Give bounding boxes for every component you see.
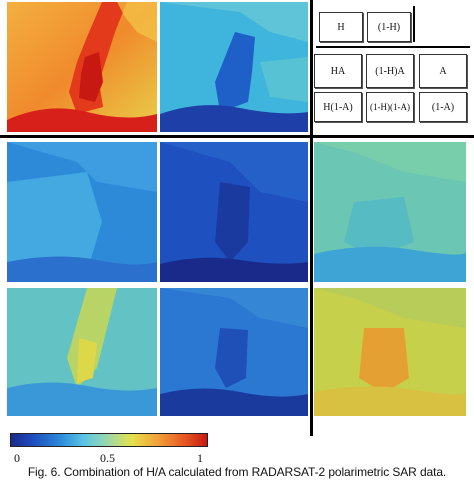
sar-image-ha — [7, 142, 157, 282]
legend-h-one-minus-a: H(1-A) — [314, 92, 362, 122]
sar-image-a — [314, 142, 466, 282]
sar-image-h-one-minus-a — [7, 288, 157, 416]
sar-image-one-minus-a — [314, 288, 466, 416]
sar-image-h — [7, 2, 157, 132]
colorbar-tick-max: 1 — [197, 451, 203, 465]
figure-caption: Fig. 6. Combination of H/A calculated fr… — [27, 465, 447, 479]
legend-h: H — [319, 12, 363, 42]
sar-image-one-minus-h-a — [160, 142, 308, 282]
legend-divider-horizontal — [316, 46, 470, 48]
legend-one-minus-h: (1-H) — [367, 12, 411, 42]
legend-a: A — [419, 54, 467, 88]
divider-horizontal — [0, 135, 474, 138]
divider-vertical — [310, 0, 313, 436]
legend-ha: HA — [314, 54, 362, 88]
legend-divider-vertical — [413, 6, 415, 42]
legend-one-minus-a: (1-A) — [419, 92, 467, 122]
colorbar-tick-min: 0 — [14, 451, 20, 465]
colorbar — [10, 433, 208, 447]
legend-one-minus-h-one-minus-a: (1-H)(1-A) — [366, 92, 414, 122]
sar-image-one-minus-h — [160, 2, 308, 132]
legend-one-minus-h-a: (1-H)A — [366, 54, 414, 88]
sar-image-one-minus-h-one-minus-a — [160, 288, 308, 416]
colorbar-tick-mid: 0.5 — [100, 451, 115, 465]
